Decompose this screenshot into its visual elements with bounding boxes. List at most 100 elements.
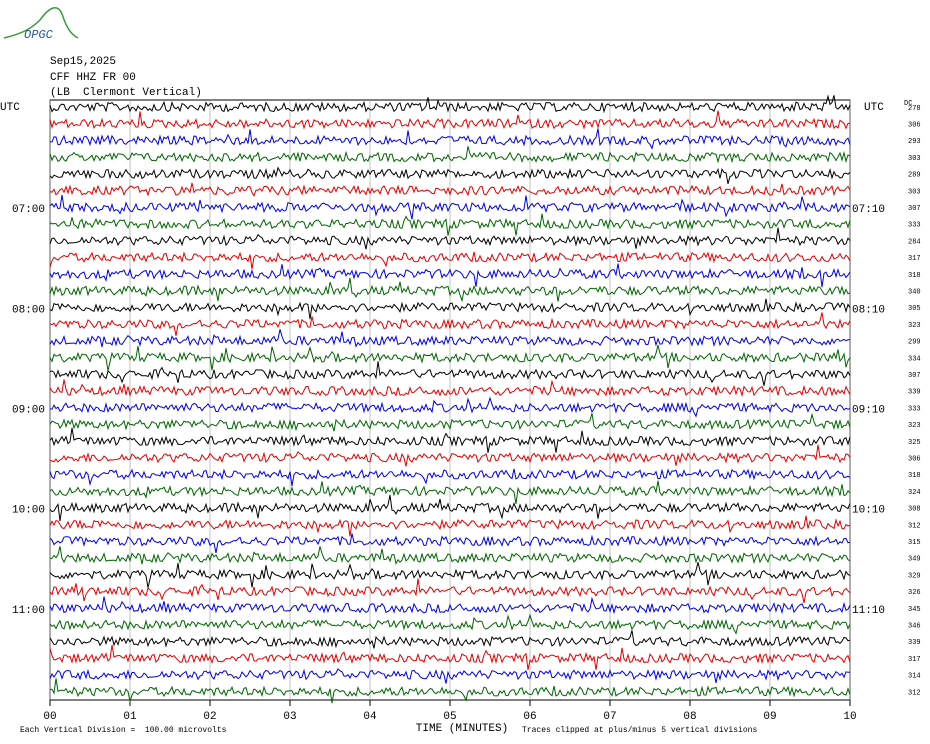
trace-value: 323 xyxy=(908,422,921,430)
trace xyxy=(49,596,851,615)
right-time-label: 07:10 xyxy=(852,204,885,216)
scale-note: Each Vertical Division = 100.00 microvol… xyxy=(20,726,227,735)
trace-header: DC xyxy=(904,100,912,108)
left-time-label: 09:00 xyxy=(12,405,45,417)
trace-value: 345 xyxy=(908,606,921,614)
trace-value: 346 xyxy=(908,623,921,631)
right-time-label: 09:10 xyxy=(852,405,885,417)
right-axis-title: UTC xyxy=(864,102,884,114)
x-tick-label: 02 xyxy=(203,711,216,723)
trace-value: 303 xyxy=(908,188,921,196)
x-axis-title: TIME (MINUTES) xyxy=(416,723,508,735)
trace-value: 308 xyxy=(908,506,921,514)
trace-value: 323 xyxy=(908,322,921,330)
trace xyxy=(49,644,851,670)
trace-value: 326 xyxy=(908,589,921,597)
trace-value: 305 xyxy=(908,305,921,313)
trace-value: 307 xyxy=(908,205,921,213)
x-tick-label: 04 xyxy=(363,711,377,723)
trace xyxy=(49,194,851,220)
location: (LB Clermont Vertical) xyxy=(50,87,202,99)
trace xyxy=(49,678,851,704)
left-time-label: 08:00 xyxy=(12,304,45,316)
trace xyxy=(49,379,851,398)
trace xyxy=(49,613,851,635)
trace-value: 324 xyxy=(908,489,921,497)
trace xyxy=(49,182,851,197)
trace xyxy=(49,213,851,236)
station: CFF HHZ FR 00 xyxy=(50,72,136,84)
trace-value: 318 xyxy=(908,472,921,480)
trace xyxy=(49,110,850,130)
trace xyxy=(49,533,851,553)
x-tick-label: 10 xyxy=(843,711,856,723)
x-tick-label: 07 xyxy=(603,711,616,723)
left-axis-title: UTC xyxy=(0,102,20,114)
trace-value: 314 xyxy=(908,673,921,681)
x-tick-label: 03 xyxy=(283,711,296,723)
trace-value: 299 xyxy=(908,339,921,347)
x-tick-label: 01 xyxy=(123,711,137,723)
trace xyxy=(49,94,851,114)
trace-value: 289 xyxy=(908,172,921,180)
clip-note: Traces clipped at plus/minus 5 vertical … xyxy=(522,726,757,735)
x-tick-label: 00 xyxy=(43,711,56,723)
left-time-label: 10:00 xyxy=(12,505,45,517)
trace xyxy=(49,227,851,250)
trace-value: 329 xyxy=(908,572,921,580)
logo-curve xyxy=(3,7,79,39)
trace-value: 307 xyxy=(908,372,921,380)
x-tick-label: 09 xyxy=(763,711,776,723)
trace xyxy=(49,312,851,336)
trace-value: 312 xyxy=(908,522,921,530)
trace-value: 312 xyxy=(908,689,921,697)
trace xyxy=(49,494,851,521)
trace-value: 284 xyxy=(908,238,921,246)
trace-value: 334 xyxy=(908,355,921,363)
trace xyxy=(49,298,851,320)
trace xyxy=(49,546,851,565)
x-tick-label: 05 xyxy=(443,711,456,723)
trace-value: 325 xyxy=(908,439,921,447)
trace-value: 333 xyxy=(908,222,921,230)
trace xyxy=(49,480,851,504)
trace xyxy=(49,146,851,164)
left-time-label: 07:00 xyxy=(12,204,45,216)
trace-value: 303 xyxy=(908,155,921,163)
right-time-label: 10:10 xyxy=(852,505,885,517)
trace xyxy=(49,329,851,348)
trace-value: 340 xyxy=(908,289,921,297)
trace xyxy=(49,263,851,288)
trace-value: 306 xyxy=(908,122,921,130)
date: Sep15,2025 xyxy=(50,56,116,68)
trace-value: 317 xyxy=(908,255,921,263)
trace xyxy=(49,396,851,418)
trace xyxy=(49,361,851,386)
trace-value: 317 xyxy=(908,656,921,664)
logo: OPGC xyxy=(24,28,54,42)
trace xyxy=(49,578,851,604)
trace-value: 333 xyxy=(908,405,921,413)
trace-value: 339 xyxy=(908,639,921,647)
trace xyxy=(49,128,851,150)
trace-value: 306 xyxy=(908,456,921,464)
trace-value: 278 xyxy=(908,105,921,113)
left-time-label: 11:00 xyxy=(12,605,45,617)
trace xyxy=(49,444,851,467)
trace-value: 349 xyxy=(908,556,921,564)
trace xyxy=(49,515,851,537)
trace-value: 315 xyxy=(908,539,921,547)
trace xyxy=(49,251,851,270)
trace xyxy=(49,427,851,453)
trace xyxy=(49,166,851,185)
trace xyxy=(49,562,851,588)
trace xyxy=(49,668,850,684)
trace xyxy=(49,630,851,649)
trace xyxy=(49,412,851,432)
right-time-label: 08:10 xyxy=(852,304,885,316)
trace xyxy=(49,277,851,303)
trace xyxy=(49,468,851,487)
right-time-label: 11:10 xyxy=(852,605,885,617)
trace-value: 318 xyxy=(908,272,921,280)
